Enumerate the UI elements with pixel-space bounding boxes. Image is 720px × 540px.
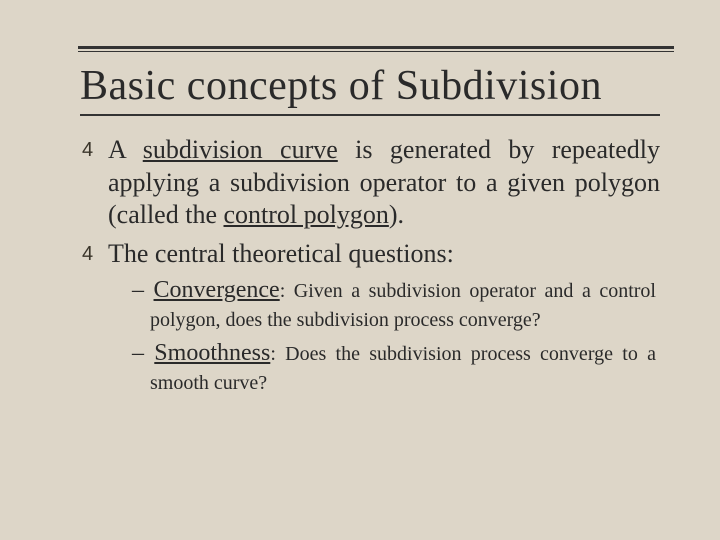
bullet-1-term2: control polygon: [224, 200, 389, 229]
sub-1: – Convergence: Given a subdivision opera…: [132, 276, 656, 335]
bullet-1: 4 A subdivision curve is generated by re…: [86, 134, 660, 232]
sub-2: – Smoothness: Does the subdivision proce…: [132, 339, 656, 398]
bullet-1-pre: A: [108, 135, 143, 164]
top-rule: [78, 46, 674, 52]
sub-1-dash: –: [132, 277, 154, 303]
checkmark-icon: 4: [82, 242, 93, 267]
sub-1-head: Convergence: [154, 277, 280, 303]
title-rule: [80, 114, 660, 116]
bullet-1-term: subdivision curve: [143, 135, 338, 164]
bullet-2-text: The central theoretical questions:: [108, 239, 454, 268]
bullet-2: 4 The central theoretical questions:: [86, 238, 660, 271]
checkmark-icon: 4: [82, 138, 93, 163]
bullet-1-post2: ).: [389, 200, 404, 229]
content: 4 A subdivision curve is generated by re…: [86, 134, 660, 397]
sub-list: – Convergence: Given a subdivision opera…: [132, 276, 656, 397]
slide-title: Basic concepts of Subdivision: [80, 62, 660, 110]
sub-2-head: Smoothness: [154, 340, 270, 366]
sub-2-dash: –: [132, 340, 154, 366]
